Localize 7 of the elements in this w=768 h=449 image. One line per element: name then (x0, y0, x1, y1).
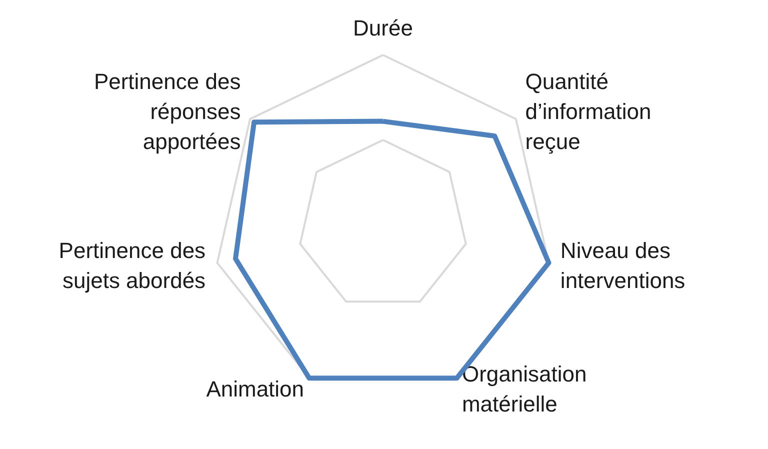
spoke-label: Organisation matérielle (462, 361, 587, 416)
spoke-label: Pertinence des réponses apportées (94, 69, 241, 154)
spoke-label: Durée (353, 16, 413, 40)
spoke-label: Pertinence des sujets abordés (58, 238, 206, 293)
spoke-label: Niveau des interventions (560, 238, 686, 293)
spoke-label: Quantité d’information reçue (525, 69, 652, 154)
spoke-label: Animation (206, 376, 304, 402)
